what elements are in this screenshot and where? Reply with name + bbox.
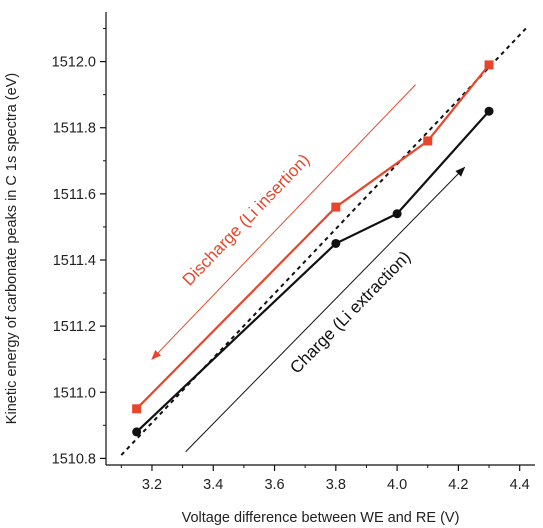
annotation-label: Discharge (Li insertion) xyxy=(179,150,314,289)
y-tick-label: 1510.8 xyxy=(52,451,96,467)
data-point-square xyxy=(132,404,142,414)
x-tick-label: 3.2 xyxy=(142,477,162,493)
x-tick-label: 3.4 xyxy=(203,477,223,493)
data-point-circle xyxy=(484,106,494,116)
series-circle-markers xyxy=(132,106,494,437)
y-tick-label: 1511.6 xyxy=(53,187,96,203)
reference-line-group xyxy=(120,27,527,456)
annotation-arrow xyxy=(185,166,466,453)
y-ticks: 1510.8 1511.0 1511.2 1511.4 1511.6 1511.8 1512… xyxy=(52,28,106,467)
annotation-label: Charge (Li extraction) xyxy=(286,247,414,377)
series-line xyxy=(135,64,490,410)
data-point-circle xyxy=(132,427,142,437)
y-tick-label: 1511.4 xyxy=(53,253,96,269)
y-tick-label: 1511.8 xyxy=(53,121,96,137)
y-tick-label: 1511.0 xyxy=(53,385,96,401)
annotation-arrow xyxy=(151,84,416,360)
data-point-square xyxy=(423,136,433,146)
y-tick-label: 1512.0 xyxy=(52,55,96,71)
x-tick-label: 4.4 xyxy=(510,477,530,493)
x-ticks: 3.2 3.4 3.6 3.8 4.0 4.2 4.4 xyxy=(120,465,530,493)
x-tick-label: 3.6 xyxy=(264,477,284,493)
data-point-square xyxy=(331,202,341,212)
data-point-circle xyxy=(392,209,402,219)
axes xyxy=(105,12,535,466)
series-square-markers xyxy=(132,60,494,414)
data-point-circle xyxy=(331,238,341,248)
series-group xyxy=(132,60,494,437)
data-point-square xyxy=(484,60,494,70)
x-axis-title: Voltage difference between WE and RE (V) xyxy=(182,510,460,526)
y-axis-title: Kinetic energy of carbonate peaks in C 1… xyxy=(4,73,20,424)
series-line xyxy=(135,110,490,433)
x-tick-label: 4.0 xyxy=(387,477,407,493)
y-tick-label: 1511.2 xyxy=(53,319,96,335)
x-tick-label: 4.2 xyxy=(448,477,468,493)
x-tick-label: 3.8 xyxy=(326,477,346,493)
reference-line xyxy=(120,27,527,456)
